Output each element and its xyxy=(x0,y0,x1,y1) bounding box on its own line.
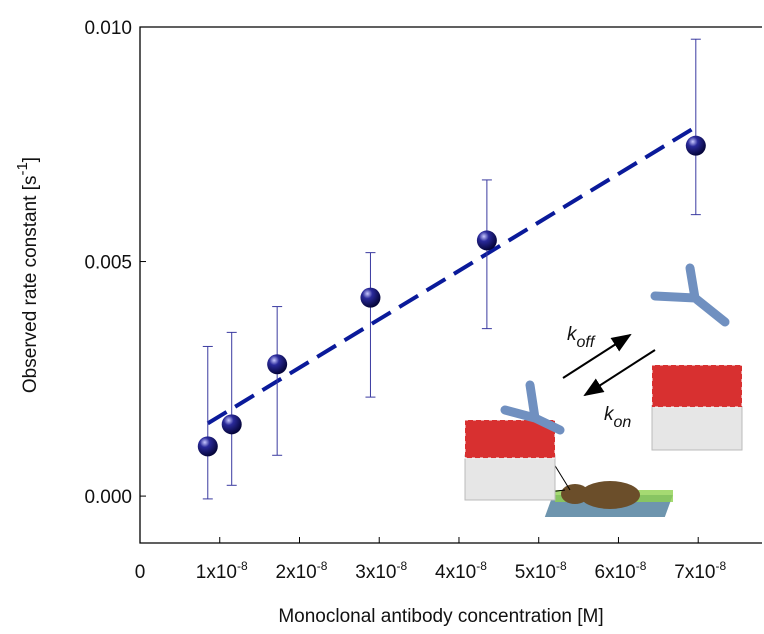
point xyxy=(221,414,242,435)
fit-line xyxy=(206,125,697,426)
point xyxy=(360,287,381,308)
x-axis-label: Monoclonal antibody concentration [M] xyxy=(278,606,603,627)
y-tick-label: 0.005 xyxy=(84,253,132,274)
x-tick-mantissa: 2x10 xyxy=(276,562,317,583)
x-tick-mantissa: 3x10 xyxy=(355,562,396,583)
x-tick-label: 7x10-8 xyxy=(674,559,726,583)
y-label-sup: -1 xyxy=(14,162,31,175)
point xyxy=(197,436,218,457)
x-tick-exponent: -8 xyxy=(715,559,726,573)
rate-symbol: k xyxy=(567,324,578,345)
rate-subscript: on xyxy=(614,414,632,431)
x-tick-exponent: -8 xyxy=(556,559,567,573)
x-tick-mantissa: 5x10 xyxy=(515,562,556,583)
x-tick-label: 4x10-8 xyxy=(435,559,487,583)
rate-subscript: off xyxy=(577,334,596,351)
x-tick-mantissa: 4x10 xyxy=(435,562,476,583)
point xyxy=(267,354,288,375)
x-tick-exponent: -8 xyxy=(636,559,647,573)
axis-frame xyxy=(139,26,762,544)
y-axis-label: Observed rate constant [s-1] xyxy=(14,157,41,393)
point xyxy=(685,135,706,156)
x-tick-label: 3x10-8 xyxy=(355,559,407,583)
x-tick-mantissa: 7x10 xyxy=(674,562,715,583)
x-tick-mantissa: 6x10 xyxy=(595,562,636,583)
x-tick-label: 6x10-8 xyxy=(595,559,647,583)
point xyxy=(476,230,497,251)
x-tick-exponent: -8 xyxy=(396,559,407,573)
y-tick-label: 0.010 xyxy=(84,18,132,39)
rate-symbol: k xyxy=(604,404,615,425)
x-tick-exponent: -8 xyxy=(476,559,487,573)
x-tick-exponent: -8 xyxy=(317,559,328,573)
rate-label: koff xyxy=(567,324,596,351)
x-tick-label: 2x10-8 xyxy=(276,559,328,583)
rate-label: kon xyxy=(604,404,631,431)
x-tick-mantissa: 1x10 xyxy=(196,562,237,583)
x-tick-label: 5x10-8 xyxy=(515,559,567,583)
x-tick-exponent: -8 xyxy=(237,559,248,573)
y-tick-label: 0.000 xyxy=(84,487,132,508)
illustration xyxy=(464,263,743,517)
y-label-suffix: ] xyxy=(20,157,41,162)
x-tick-label: 1x10-8 xyxy=(196,559,248,583)
x-tick-label: 0 xyxy=(135,562,146,583)
y-label-text: Observed rate constant [s xyxy=(20,176,41,394)
